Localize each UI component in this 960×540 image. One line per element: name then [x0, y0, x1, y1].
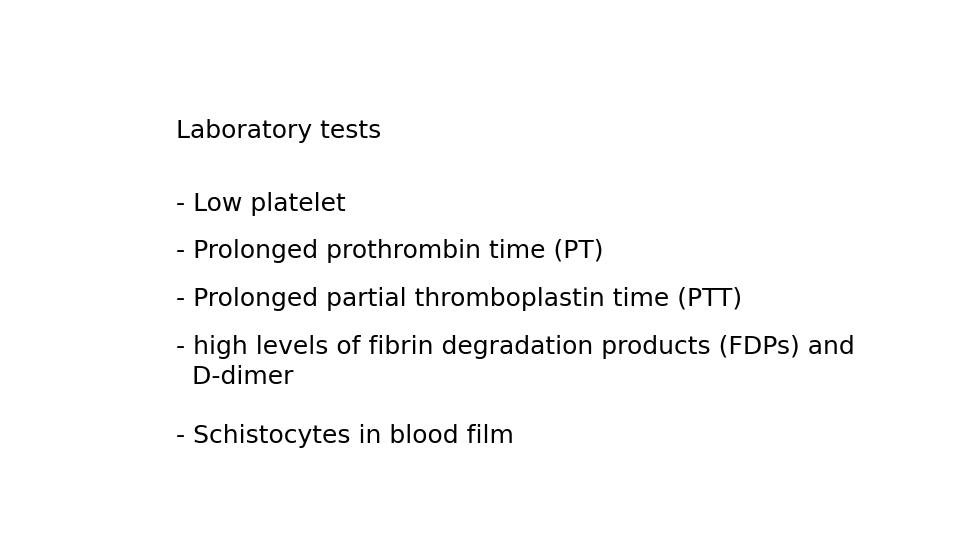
- Text: - high levels of fibrin degradation products (FDPs) and
  D-dimer: - high levels of fibrin degradation prod…: [176, 335, 854, 389]
- Text: - Prolonged prothrombin time (PT): - Prolonged prothrombin time (PT): [176, 239, 603, 264]
- Text: - Low platelet: - Low platelet: [176, 192, 346, 215]
- Text: - Schistocytes in blood film: - Schistocytes in blood film: [176, 423, 514, 448]
- Text: Laboratory tests: Laboratory tests: [176, 119, 381, 143]
- Text: - Prolonged partial thromboplastin time (PTT): - Prolonged partial thromboplastin time …: [176, 287, 742, 311]
